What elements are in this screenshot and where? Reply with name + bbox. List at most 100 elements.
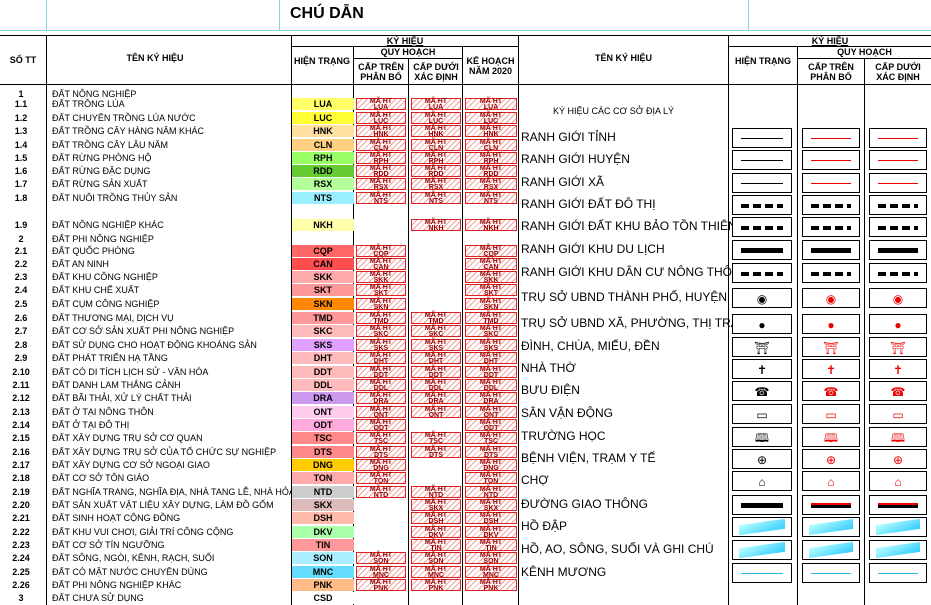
hatch-label: MÃ HT [424,192,448,199]
hatch-label: MÃ HT [369,406,393,413]
hatch-label: MÃ HT [369,419,393,426]
hatch-code: LUC [483,118,499,125]
hatch-swatch: MÃ HT DKV [465,526,517,539]
hatch-swatch: MÃ HT LUA [465,98,517,111]
hatch-label: MÃ HT [424,566,448,573]
row-name: ĐẤT NÔNG NGHIỆP KHÁC [52,220,164,230]
hatch-code: HNK [483,131,499,138]
hatch-swatch: MÃ HT LUC [356,112,406,125]
water-icon [739,541,785,559]
hatch-code: LUC [428,118,444,125]
row-name: ĐẤT Ở TẠI NÔNG THÔN [52,407,154,417]
land-code-swatch: CLN [292,139,354,151]
hatch-label: MÃ HT [424,432,448,439]
hatch-swatch: MÃ HT DTS [356,446,406,459]
symbol-name: NHÀ THỜ [521,361,576,375]
hatch-label: MÃ HT [369,579,393,586]
hatch-swatch: MÃ HT DTS [465,446,517,459]
map-symbol-icon: ◉ [756,292,768,306]
row-name: ĐẤT XÂY DỰNG TRỤ SỞ CỦA TỔ CHỨC SỰ NGHIỆ… [52,447,277,457]
hatch-label: MÃ HT [369,352,393,359]
hatch-label: MÃ HT [424,178,448,185]
row-name: ĐẤT NÔNG NGHIỆP [52,89,137,99]
hatch-label: MÃ HT [369,566,393,573]
land-code-swatch: TMD [292,312,354,324]
row-number: 2.26 [12,580,30,590]
hatch-code: RDD [373,171,389,178]
row-name: ĐẤT TRỒNG CÂY HÀNG NĂM KHÁC [52,126,205,136]
row-number: 2.21 [12,513,30,523]
water-icon [809,518,853,536]
row-number: 1.9 [14,220,28,230]
hatch-code: SKT [484,290,498,297]
row-name: ĐẤT QUỐC PHÒNG [52,246,135,256]
hatch-code: TIN [485,545,497,552]
hatch-swatch: MÃ HT NKH [411,219,461,232]
hatch-label: MÃ HT [479,552,503,559]
hatch-label: MÃ HT [424,352,448,359]
row-number: 2.25 [12,567,30,577]
hatch-label: MÃ HT [369,165,393,172]
hatch-swatch: MÃ HT NTD [411,486,461,499]
right-header-cap-tren: CẤP TRÊN PHÂN BỔ [808,62,854,82]
row-number: 2.5 [14,299,28,309]
boundary-line [741,183,783,184]
symbol-cell: ⛩ [732,337,792,357]
hatch-code: TSC [374,438,388,445]
map-symbol-icon: ☎ [754,385,770,399]
canal-line [741,573,783,574]
land-code-swatch: NTS [292,192,354,204]
right-header-name: TÊN KÝ HIỆU [594,53,652,63]
hatch-label: MÃ HT [479,406,503,413]
hatch-code: TON [373,478,389,485]
symbol-cell [802,563,860,583]
hatch-swatch: MÃ HT MNC [465,566,517,579]
header-cap-tren: CẤP TRÊN PHÂN BỔ [358,62,404,82]
hatch-swatch: MÃ HT SON [465,552,517,565]
land-code-swatch: CSD [292,592,354,604]
symbol-cell [802,195,860,215]
row-number: 2.20 [12,500,30,510]
hatch-swatch: MÃ HT LUA [356,98,406,111]
map-symbol-icon: ✝ [892,363,904,377]
symbol-cell: ● [732,314,792,334]
hatch-code: RSX [428,184,444,191]
symbol-cell [732,150,792,170]
hatch-code: SKX [428,505,444,512]
hatch-code: TSC [429,438,443,445]
hatch-code: TMD [483,318,499,325]
hatch-swatch: MÃ HT TSC [411,432,461,445]
boundary-line [811,138,851,139]
hatch-swatch: MÃ HT ODT [465,419,517,432]
hatch-label: MÃ HT [479,566,503,573]
land-code-swatch: ODT [292,419,354,431]
row-name: ĐẤT CỤM CÔNG NGHIỆP [52,299,160,309]
hatch-label: MÃ HT [369,271,393,278]
land-code-swatch: RDD [292,165,354,177]
road-line [878,503,918,508]
row-number: 2.14 [12,420,30,430]
symbol-cell: ⛩ [802,337,860,357]
hatch-swatch: MÃ HT ONT [356,406,406,419]
hatch-code: TMD [428,318,444,325]
symbol-cell [869,195,927,215]
row-name: ĐẤT CƠ SỞ TÔN GIÁO [52,473,150,483]
map-symbol-icon: ☎ [823,385,839,399]
symbol-name: SÂN VẬN ĐỘNG [521,406,614,420]
solid-boundary [741,248,783,253]
hatch-label: MÃ HT [479,459,503,466]
hatch-swatch: MÃ HT NKH [465,219,517,232]
hatch-swatch: MÃ HT RPH [465,152,517,165]
hatch-swatch: MÃ HT SKN [356,298,406,311]
land-code-swatch: DRA [292,392,354,404]
hatch-swatch: MÃ HT DDT [465,366,517,379]
row-number: 2 [18,234,24,244]
map-symbol-icon: ⛩ [823,341,839,355]
hatch-label: MÃ HT [479,339,503,346]
hatch-code: ONT [483,412,499,419]
row-number: 1.6 [14,166,28,176]
symbol-name: RANH GIỚI XÃ [521,175,604,189]
header-name: TÊN KÝ HIỆU [126,53,184,63]
symbol-cell: ⌂ [732,471,792,491]
hatch-swatch: MÃ HT NTS [356,192,406,205]
